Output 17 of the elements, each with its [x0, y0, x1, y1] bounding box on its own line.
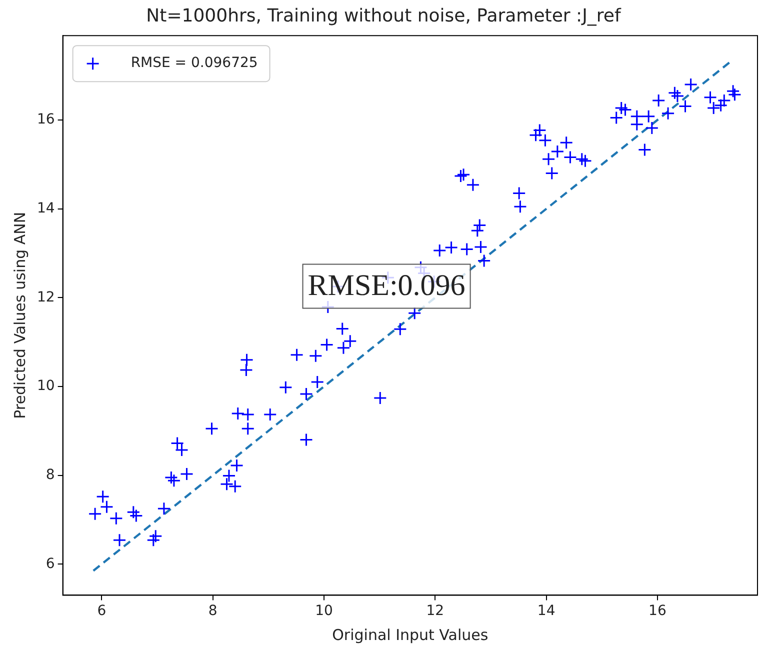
x-tick-label: 6: [97, 603, 106, 620]
chart-title: Nt=1000hrs, Training without noise, Parameter :J_ref: [146, 5, 622, 26]
x-tick-label: 14: [537, 603, 556, 620]
x-tick-label: 12: [426, 603, 444, 620]
y-tick-label: 12: [36, 289, 55, 306]
y-tick-label: 16: [36, 112, 55, 128]
y-tick-label: 14: [36, 200, 55, 216]
y-axis-title: Predicted Values using ANN: [10, 212, 29, 419]
x-tick-label: 10: [315, 603, 333, 620]
y-tick-label: 8: [46, 466, 55, 483]
annotation: RMSE:0.096: [308, 269, 466, 302]
x-axis-title: Original Input Values: [332, 626, 488, 644]
legend-label: RMSE = 0.096725: [130, 55, 258, 72]
y-tick-label: 10: [36, 378, 55, 394]
y-tick-label: 6: [46, 556, 55, 572]
x-tick-label: 16: [648, 603, 666, 620]
x-tick-label: 8: [208, 603, 218, 620]
